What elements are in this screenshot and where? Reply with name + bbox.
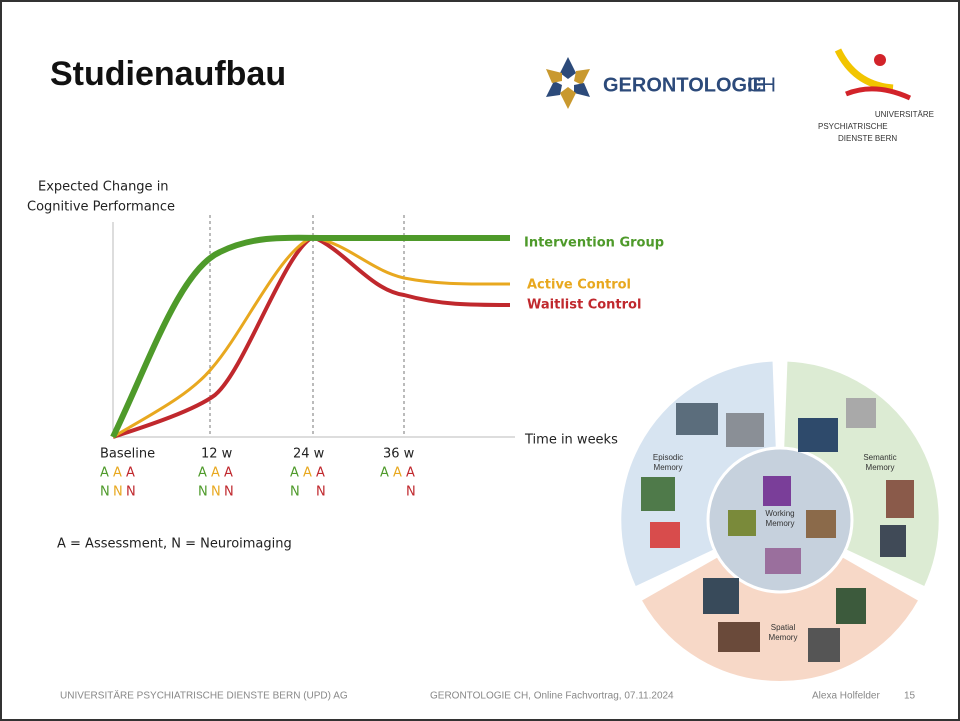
logo-gerontologie: GERONTOLOGIE CH [546,57,776,109]
timepoint-label: 36 w [383,447,415,462]
sector-label: Episodic [653,453,683,462]
assessment-mark: A [393,466,402,481]
neuroimaging-mark: N [198,485,208,500]
assessment-mark: A [303,466,312,481]
logo-text-bold: GERONTOLOGIE [603,74,766,96]
timepoint-label: Baseline [100,447,155,462]
legend-label: Waitlist Control [527,298,641,313]
neuroimaging-mark: N [113,485,123,500]
neuroimaging-mark: N [406,485,416,500]
title: Studienaufbau [50,55,286,93]
thumbnails [641,398,914,662]
assessment-mark: A [126,466,135,481]
legend-label: Active Control [527,278,631,293]
x-label: Time in weeks [524,433,618,448]
sector-label: Memory [866,463,895,472]
footer-author: Alexa Holfelder [812,691,880,702]
sector-label: Semantic [863,453,896,462]
y-label: Expected Change in [38,180,169,195]
note: A = Assessment, N = Neuroimaging [57,537,292,552]
logo-upd-line: UNIVERSITÄRE [875,110,934,119]
neuroimaging-mark: N [126,485,136,500]
timepoint-label: 12 w [201,447,233,462]
curve-active [112,235,511,439]
assessment-mark: A [211,466,220,481]
sector-label: Spatial [771,623,796,632]
assessment-mark: A [316,466,325,481]
logo-upd-line: PSYCHIATRISCHE [818,122,888,131]
assessment-mark: A [198,466,207,481]
sector-label: Memory [769,633,798,642]
footer-center: GERONTOLOGIE CH, Online Fachvortrag, 07.… [430,691,674,702]
neuroimaging-mark: N [224,485,234,500]
assessment-mark: A [113,466,122,481]
time-dividers [209,215,405,437]
curve-intervention [110,234,510,439]
neuroimaging-mark: N [290,485,300,500]
logo-upd-line: DIENSTE BERN [838,134,897,143]
sector-label: Memory [654,463,683,472]
legend-label: Intervention Group [524,236,664,251]
logo-text-light: CH [747,74,776,96]
memory-figure: Episodic Memory Semantic Memory Working … [618,358,942,684]
y-label: Cognitive Performance [27,200,175,215]
assessment-mark: A [224,466,233,481]
assessment-mark: A [380,466,389,481]
footer-page: 15 [904,691,916,702]
sector-label: Memory [766,519,795,528]
assessment-mark: A [290,466,299,481]
timepoint-label: 24 w [293,447,325,462]
assessment-mark: A [100,466,109,481]
sector-label: Working [765,509,794,518]
neuroimaging-mark: N [211,485,221,500]
neuroimaging-mark: N [100,485,110,500]
logo-upd: UNIVERSITÄRE PSYCHIATRISCHE DIENSTE BERN [818,48,934,143]
footer-left: UNIVERSITÄRE PSYCHIATRISCHE DIENSTE BERN… [60,690,348,702]
assessment-mark: A [406,466,415,481]
neuroimaging-mark: N [316,485,326,500]
